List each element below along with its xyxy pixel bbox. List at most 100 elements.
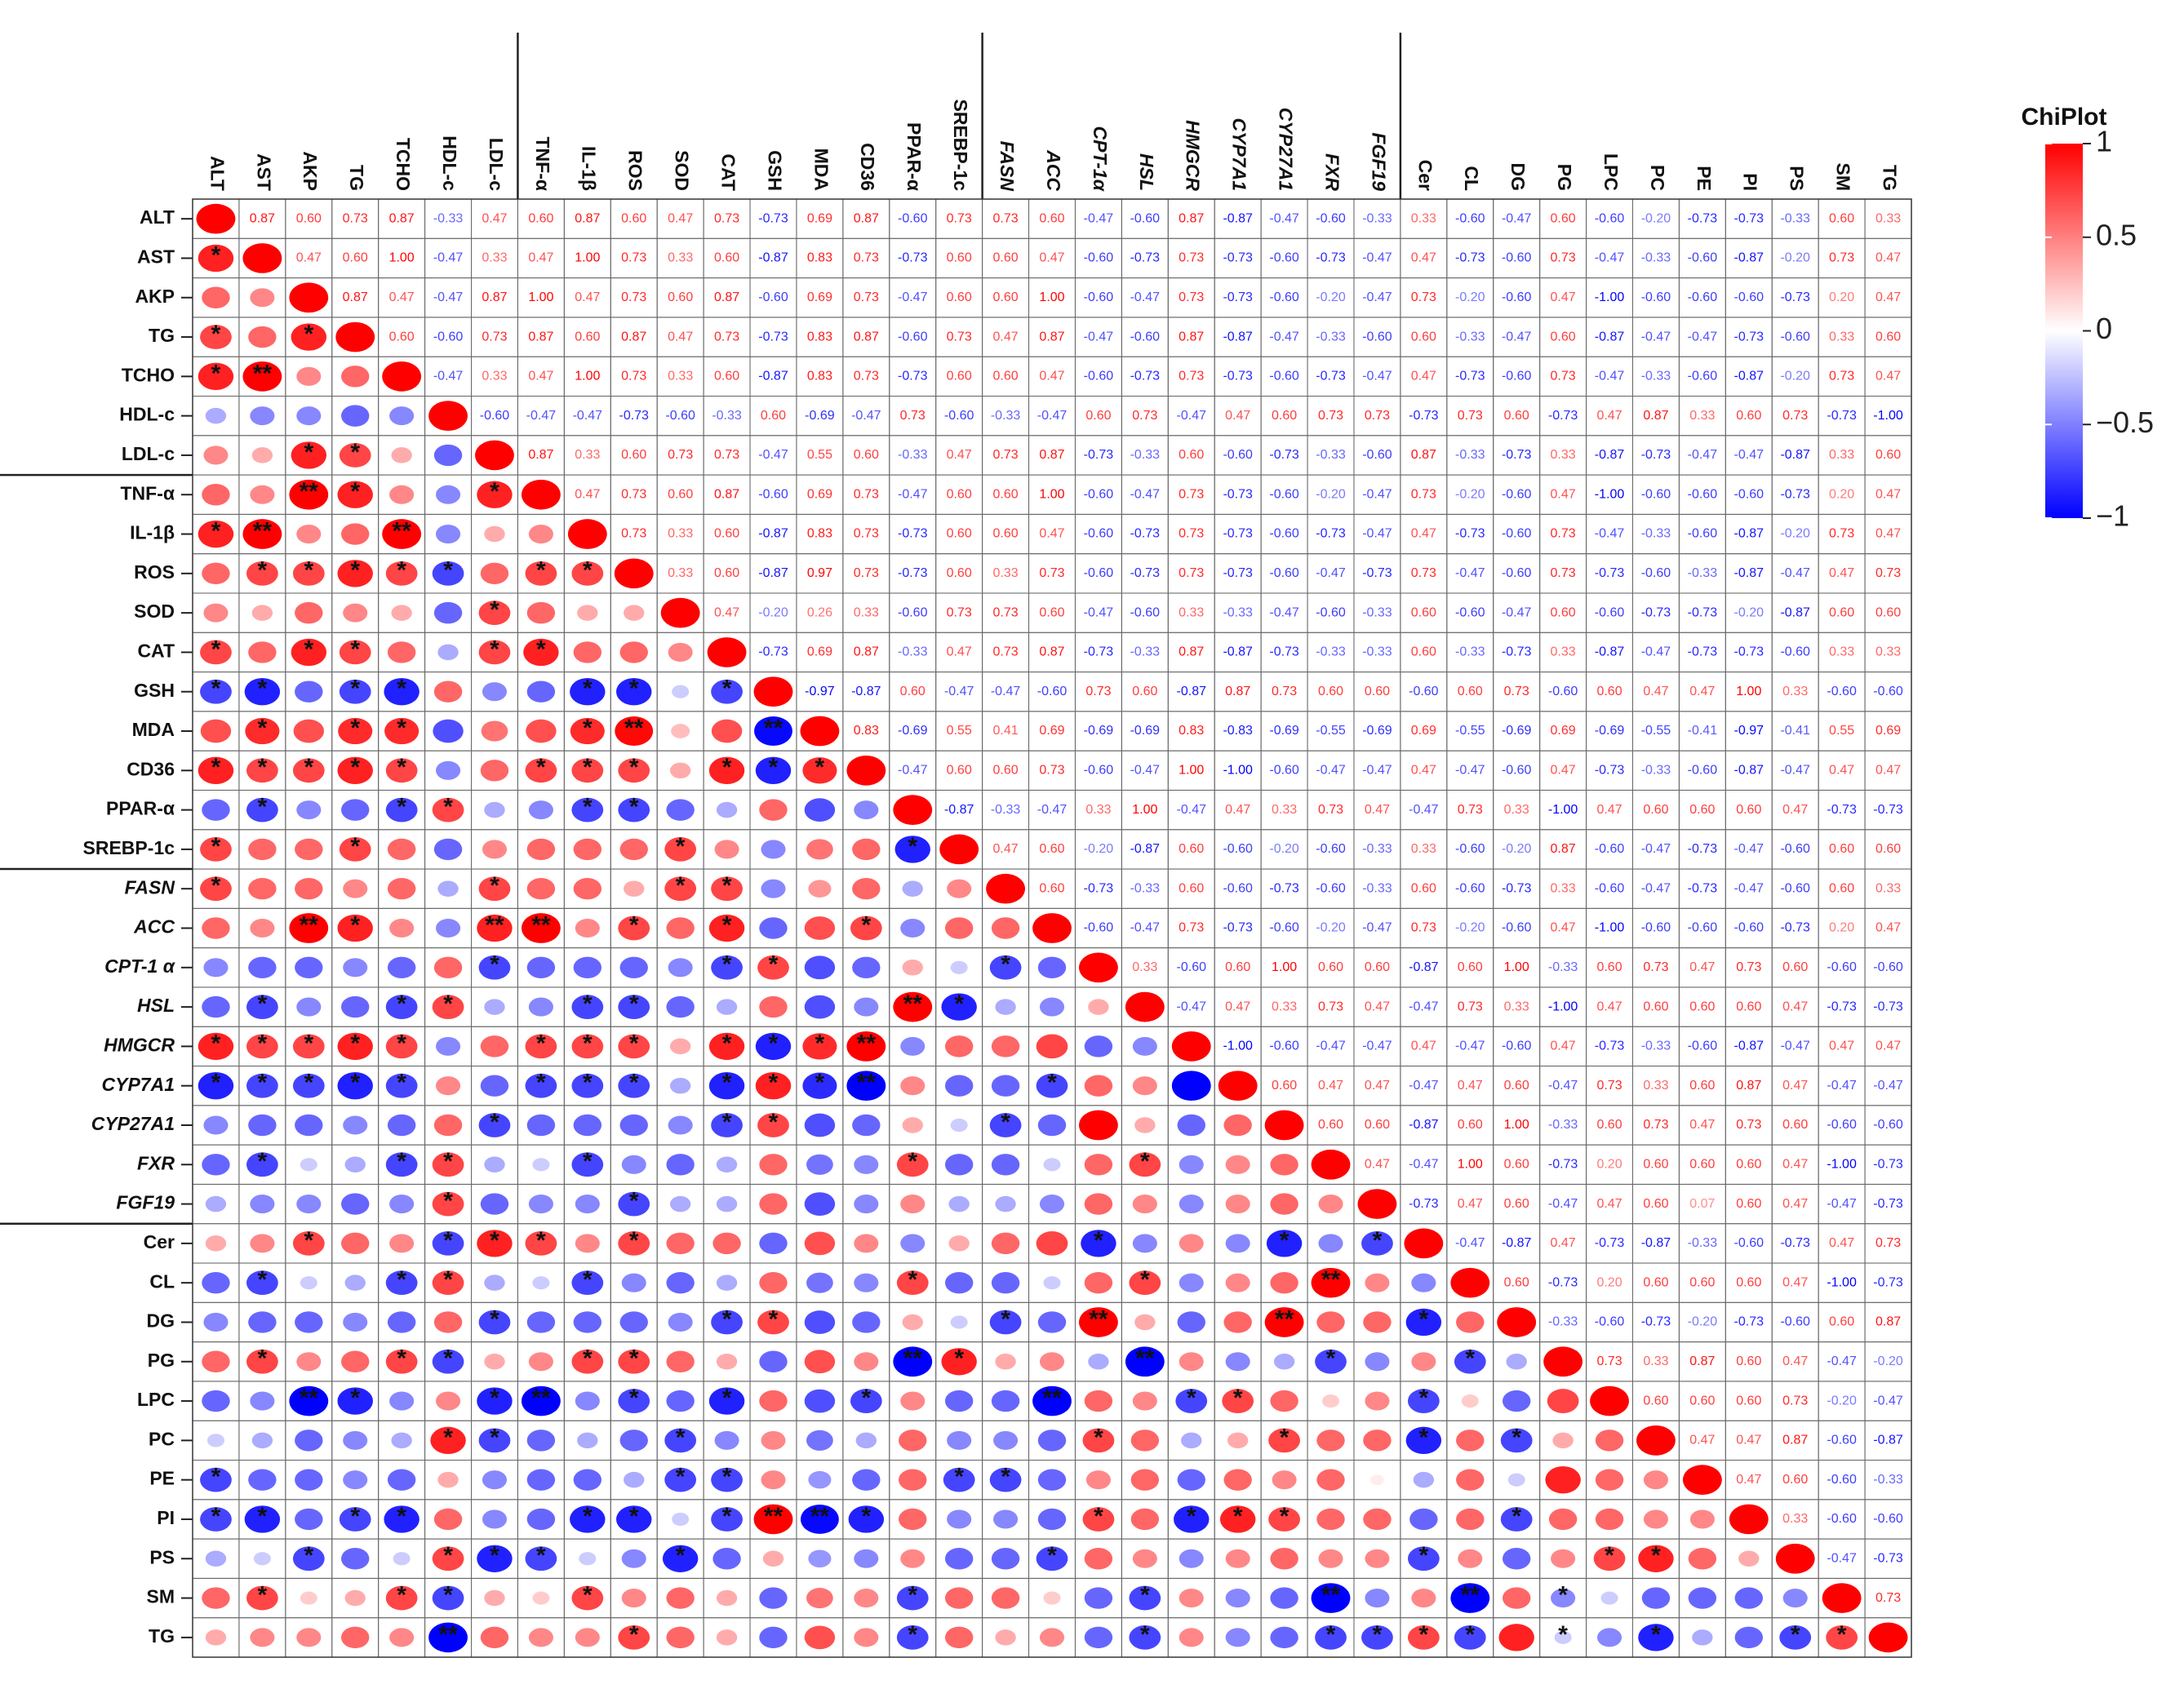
column-label: TG bbox=[346, 165, 367, 191]
correlation-ellipse bbox=[198, 1072, 234, 1100]
correlation-ellipse bbox=[1502, 1548, 1531, 1570]
correlation-ellipse bbox=[573, 1114, 602, 1137]
value-label: -0.60 bbox=[1084, 921, 1114, 935]
correlation-ellipse bbox=[804, 955, 836, 980]
value-label: -0.47 bbox=[1734, 448, 1765, 462]
correlation-ellipse bbox=[852, 838, 881, 861]
correlation-ellipse bbox=[246, 797, 278, 822]
value-label: -0.60 bbox=[1780, 645, 1810, 659]
correlation-ellipse bbox=[1543, 1346, 1583, 1377]
correlation-ellipse bbox=[1129, 1152, 1161, 1177]
value-label: 0.73 bbox=[1318, 803, 1343, 817]
value-label: -0.73 bbox=[1873, 1158, 1903, 1172]
row-label: PS bbox=[149, 1546, 175, 1567]
column-label: HSL bbox=[1136, 153, 1157, 191]
correlation-ellipse bbox=[948, 1235, 970, 1252]
value-label: -0.47 bbox=[898, 290, 928, 304]
correlation-ellipse bbox=[1266, 1230, 1303, 1257]
value-label: -0.73 bbox=[1502, 881, 1532, 895]
correlation-ellipse bbox=[433, 680, 463, 703]
correlation-ellipse bbox=[1407, 1546, 1440, 1572]
value-label: 0.73 bbox=[482, 330, 507, 344]
correlation-ellipse bbox=[1043, 1158, 1061, 1172]
value-label: 0.83 bbox=[807, 330, 832, 344]
correlation-ellipse bbox=[759, 1350, 788, 1372]
correlation-ellipse bbox=[943, 1467, 975, 1492]
correlation-ellipse bbox=[1132, 1391, 1157, 1411]
value-label: -0.47 bbox=[1827, 1079, 1857, 1093]
value-label: -0.87 bbox=[1780, 605, 1810, 619]
value-label: 0.87 bbox=[343, 290, 368, 304]
value-label: -0.60 bbox=[1269, 251, 1299, 265]
correlation-ellipse bbox=[1036, 1034, 1068, 1059]
correlation-ellipse bbox=[433, 719, 464, 743]
correlation-ellipse bbox=[944, 1035, 974, 1057]
correlation-ellipse bbox=[1411, 1352, 1436, 1372]
value-label: 0.60 bbox=[993, 527, 1019, 541]
value-label: -0.33 bbox=[1688, 1236, 1718, 1250]
value-label: 0.73 bbox=[1179, 566, 1204, 580]
value-label: 0.73 bbox=[1736, 1118, 1761, 1132]
value-label: 0.87 bbox=[621, 330, 646, 344]
correlation-ellipse bbox=[389, 406, 415, 426]
significance-star: * bbox=[443, 1188, 453, 1215]
value-label: -0.47 bbox=[944, 685, 974, 698]
correlation-ellipse bbox=[1409, 1508, 1438, 1531]
significance-star: * bbox=[536, 754, 546, 781]
significance-star: * bbox=[676, 1542, 686, 1569]
correlation-ellipse bbox=[295, 1311, 323, 1333]
correlation-ellipse bbox=[433, 1311, 463, 1333]
value-label: 1.00 bbox=[528, 290, 553, 304]
significance-star: * bbox=[1001, 951, 1010, 978]
value-label: 1.00 bbox=[1132, 803, 1157, 817]
correlation-ellipse bbox=[337, 560, 373, 587]
correlation-ellipse bbox=[1270, 1587, 1298, 1609]
row-label: CPT-1 α bbox=[104, 955, 176, 977]
value-label: 0.33 bbox=[1551, 645, 1576, 659]
value-label: 0.60 bbox=[714, 251, 739, 265]
significance-star: * bbox=[629, 1030, 639, 1057]
correlation-ellipse bbox=[1129, 1270, 1161, 1296]
correlation-ellipse bbox=[669, 1038, 691, 1055]
value-label: -0.60 bbox=[758, 487, 788, 501]
correlation-ellipse bbox=[993, 1430, 1019, 1450]
correlation-ellipse bbox=[289, 1385, 329, 1416]
correlation-ellipse bbox=[894, 836, 930, 863]
significance-star: * bbox=[1280, 1503, 1290, 1530]
value-label: 0.73 bbox=[1551, 370, 1576, 383]
correlation-ellipse bbox=[1082, 1428, 1115, 1453]
value-label: -0.47 bbox=[1362, 290, 1392, 304]
correlation-ellipse bbox=[343, 1115, 368, 1135]
row-label: PI bbox=[157, 1507, 175, 1528]
correlation-ellipse bbox=[893, 991, 933, 1022]
value-label: -0.47 bbox=[1641, 881, 1671, 895]
correlation-ellipse bbox=[343, 1430, 368, 1450]
correlation-ellipse bbox=[1270, 1390, 1298, 1412]
correlation-ellipse bbox=[573, 641, 602, 663]
value-label: 0.73 bbox=[993, 448, 1019, 462]
value-label: 0.87 bbox=[1551, 842, 1576, 856]
value-label: 0.60 bbox=[1318, 1118, 1343, 1132]
value-label: -0.33 bbox=[1641, 764, 1671, 778]
correlation-ellipse bbox=[484, 1354, 505, 1370]
value-label: -0.73 bbox=[1269, 645, 1299, 659]
value-label: 0.60 bbox=[621, 448, 646, 462]
correlation-ellipse bbox=[1363, 1430, 1392, 1452]
significance-star: * bbox=[397, 676, 406, 703]
correlation-ellipse bbox=[1177, 1469, 1205, 1491]
value-label: 0.73 bbox=[1504, 685, 1529, 698]
value-label: 0.73 bbox=[1829, 251, 1854, 265]
value-label: 0.73 bbox=[1411, 921, 1436, 935]
value-label: -0.47 bbox=[1595, 527, 1625, 541]
value-label: -0.60 bbox=[1084, 251, 1114, 265]
value-label: 0.47 bbox=[1411, 251, 1436, 265]
correlation-ellipse bbox=[202, 1350, 230, 1372]
row-label: PPAR-α bbox=[106, 798, 175, 819]
correlation-ellipse bbox=[384, 717, 419, 745]
value-label: -0.33 bbox=[991, 803, 1021, 817]
correlation-ellipse bbox=[339, 837, 371, 862]
correlation-ellipse bbox=[1456, 1469, 1485, 1491]
value-label: -0.55 bbox=[1455, 724, 1485, 738]
correlation-ellipse bbox=[482, 682, 508, 702]
value-label: 0.47 bbox=[1365, 1000, 1390, 1013]
